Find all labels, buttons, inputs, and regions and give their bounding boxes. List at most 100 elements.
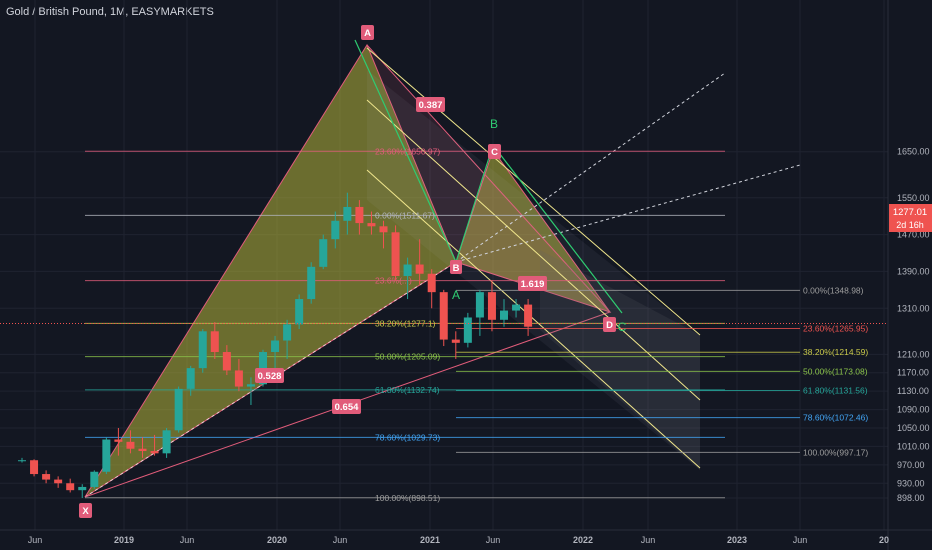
- candle-body: [210, 331, 219, 353]
- candle-body: [415, 264, 424, 274]
- candle: [42, 470, 51, 484]
- fib-label-left: 23.6%(...): [375, 276, 412, 286]
- candle-body: [54, 479, 63, 484]
- candle: [78, 484, 87, 498]
- fib-label-right: 23.60%(1265.95): [803, 324, 868, 334]
- x-tick-label: Jun: [641, 535, 656, 545]
- candle: [174, 386, 183, 433]
- candle-body: [367, 223, 376, 227]
- x-tick-label: Jun: [793, 535, 808, 545]
- candle-body: [307, 266, 316, 300]
- point-d-tag: D: [603, 317, 616, 332]
- fib-label-right: 100.00%(997.17): [803, 447, 868, 457]
- candle: [138, 437, 147, 458]
- x-tick-label: Jun: [333, 535, 348, 545]
- fib-label-left: 23.60%(1650.97): [375, 146, 440, 156]
- point-x-tag: X: [79, 503, 92, 518]
- candle: [295, 294, 304, 329]
- candle: [234, 358, 243, 392]
- candle: [512, 299, 521, 318]
- candle-body: [102, 439, 111, 472]
- candle: [500, 299, 508, 327]
- candle-body: [114, 439, 123, 442]
- abc-a-letter: A: [452, 288, 460, 302]
- candle: [30, 459, 39, 477]
- ratio-tag-0528: 0.528: [255, 368, 284, 383]
- candle-body: [78, 486, 87, 491]
- x-tick-label: Jun: [486, 535, 501, 545]
- ratio-1619-label: 1.619: [521, 279, 545, 290]
- candle: [66, 478, 75, 493]
- y-tick-label: 1310.00: [897, 303, 930, 313]
- point-a-label: A: [364, 28, 371, 39]
- y-axis-labels: 1650.00 1550.00 1470.00 1390.00 1310.00 1210.…: [897, 147, 930, 503]
- candle-body: [126, 441, 135, 449]
- chart-title: Gold / British Pound, 1M, EASYMARKETS: [6, 6, 214, 18]
- candle-body: [427, 273, 436, 293]
- y-tick-label: 930.00: [897, 478, 925, 488]
- candle-body: [355, 206, 364, 224]
- xb-dashed-line: [84, 261, 457, 498]
- candle-body: [246, 384, 255, 387]
- candle-body: [524, 304, 533, 327]
- abc-b-letter: B: [490, 117, 498, 131]
- price-box: 1277.01 2d 16h: [889, 204, 932, 232]
- candle: [186, 365, 195, 396]
- candle-body: [319, 239, 328, 267]
- candle: [379, 220, 388, 249]
- x-tick-label: Jun: [180, 535, 195, 545]
- candle-body: [138, 448, 147, 452]
- candle: [126, 430, 135, 454]
- ratio-tag-0654: 0.654: [332, 399, 361, 414]
- point-c-tag: C: [488, 144, 501, 159]
- candle: [222, 345, 231, 376]
- candle: [415, 239, 424, 286]
- ratio-0654-label: 0.654: [335, 402, 359, 413]
- x-tick-label: 2020: [267, 535, 287, 545]
- candle-body: [271, 340, 280, 353]
- ratio-tag-0387: 0.387: [416, 97, 445, 112]
- fib-label-right: 50.00%(1173.08): [803, 366, 868, 376]
- point-b-label: B: [453, 263, 460, 274]
- candle: [475, 289, 484, 336]
- candle: [54, 476, 63, 488]
- candle-body: [66, 483, 75, 491]
- candle: [343, 192, 352, 235]
- candle: [210, 322, 219, 359]
- candle-body: [379, 226, 388, 233]
- candle-body: [403, 264, 412, 277]
- channel-line-bottom: [366, 169, 701, 469]
- ad-line: [366, 44, 611, 313]
- candle-body: [451, 339, 460, 343]
- x-tick-label: 2023: [727, 535, 747, 545]
- fib-label-left: 78.60%(1029.73): [375, 432, 440, 442]
- candle-body: [475, 292, 484, 318]
- x-tick-label: Jun: [28, 535, 43, 545]
- candle: [487, 280, 496, 332]
- y-tick-label: 1650.00: [897, 147, 930, 157]
- channel-shade-dark: [540, 250, 700, 470]
- candle-body: [331, 220, 340, 240]
- candle: [319, 234, 328, 270]
- candle: [307, 262, 316, 304]
- fib-label-left: 50.00%(1205.09): [375, 352, 440, 362]
- price-box-value: 1277.01: [893, 207, 927, 218]
- candle: [451, 331, 460, 359]
- point-x-label: X: [82, 506, 89, 517]
- candle: [114, 428, 123, 456]
- candle: [150, 434, 159, 456]
- candle-body: [18, 460, 26, 462]
- candle-body: [30, 460, 39, 475]
- candle: [355, 200, 364, 235]
- x-tick-label: 2019: [114, 535, 134, 545]
- candle-body: [222, 352, 231, 371]
- candle-body: [198, 331, 207, 369]
- y-tick-label: 1130.00: [897, 386, 929, 396]
- abc-c-letter: C: [618, 320, 627, 334]
- candle: [439, 289, 448, 347]
- point-c-label: C: [491, 147, 498, 158]
- candle: [90, 470, 99, 489]
- candle-body: [463, 317, 472, 343]
- candle-body: [234, 370, 243, 387]
